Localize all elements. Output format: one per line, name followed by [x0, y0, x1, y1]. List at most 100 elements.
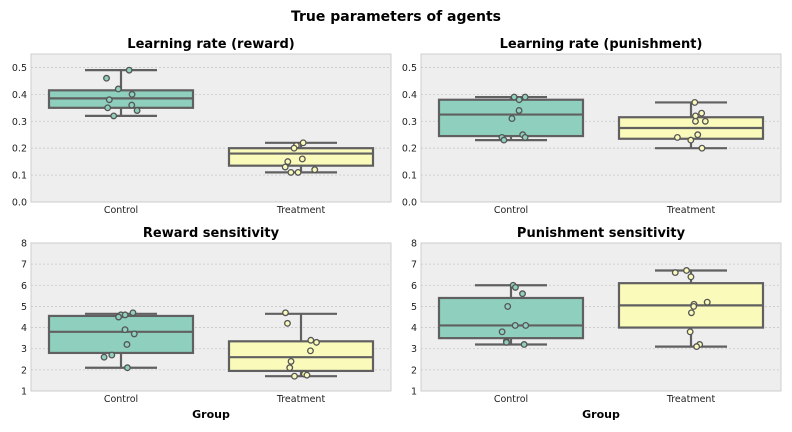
y-tick-label: 0.4 [12, 90, 27, 101]
data-point [306, 347, 314, 355]
data-point [121, 311, 129, 319]
y-tick-label: 5 [411, 302, 417, 313]
data-point [287, 357, 295, 365]
x-tick-label: Control [104, 205, 138, 216]
panel-title: Learning rate (reward) [127, 37, 294, 52]
y-tick-label: 7 [21, 260, 27, 271]
y-tick-label: 7 [411, 260, 417, 271]
box-treatment [617, 269, 765, 348]
data-point [103, 74, 110, 82]
y-tick-label: 3 [21, 344, 27, 355]
data-point [104, 104, 112, 112]
data-point [508, 115, 516, 123]
panel-3: 1 2 3 4 5 6 7 8 Reward sensitivity Control Treatme… [21, 226, 392, 421]
data-point [130, 330, 138, 338]
data-point [128, 90, 136, 98]
data-point [298, 155, 306, 163]
panel-2: 0.0 0.1 0.2 0.3 0.4 0.5 Learning rate (punishm… [402, 37, 782, 216]
y-tick-label: 0.4 [402, 90, 417, 101]
x-axis-label: Group [582, 408, 620, 421]
x-tick-label: Control [494, 394, 528, 405]
data-point [284, 158, 292, 166]
data-point [694, 131, 702, 139]
data-point [690, 302, 698, 310]
y-tick-label: 0.3 [402, 117, 417, 128]
data-point [110, 112, 118, 120]
data-point [282, 309, 289, 317]
x-tick-label: Treatment [666, 394, 716, 405]
y-tick-label: 2 [411, 365, 417, 376]
data-point [683, 267, 690, 274]
y-tick-label: 0.2 [12, 144, 27, 155]
data-point [520, 341, 528, 348]
data-point [515, 107, 523, 114]
y-tick-label: 8 [411, 239, 417, 250]
y-tick-label: 6 [411, 281, 417, 292]
data-point [100, 353, 108, 361]
data-point [299, 139, 307, 147]
data-point [692, 117, 699, 125]
data-point [281, 163, 289, 171]
y-tick-label: 0.1 [12, 171, 27, 182]
y-tick-label: 0.1 [402, 171, 417, 182]
data-point [123, 364, 131, 372]
data-point [515, 96, 523, 104]
panel-title: Reward sensitivity [143, 226, 280, 241]
y-tick-label: 0.0 [402, 198, 417, 209]
panel-title: Learning rate (punishment) [500, 37, 703, 52]
x-tick-label: Treatment [666, 205, 716, 216]
data-point [105, 96, 113, 104]
data-point [691, 98, 699, 106]
x-tick-label: Control [104, 394, 138, 405]
x-tick-label: Control [494, 205, 528, 216]
data-point [521, 133, 529, 141]
data-point [303, 371, 311, 379]
panel-4: 1 2 3 4 5 6 7 8 Punishment sensitivity Control Tre… [411, 226, 782, 421]
data-point [510, 93, 518, 101]
data-point [522, 322, 530, 329]
data-point [673, 133, 681, 141]
x-axis-label: Group [192, 408, 230, 421]
y-tick-label: 1 [411, 387, 417, 398]
data-point [703, 298, 711, 306]
y-tick-label: 0.5 [402, 63, 417, 74]
data-point [511, 322, 519, 329]
plot-area [30, 53, 392, 203]
data-point [307, 336, 315, 344]
data-point [123, 341, 131, 348]
figure-title: True parameters of agents [291, 9, 501, 25]
y-tick-label: 1 [21, 387, 27, 398]
data-point [291, 372, 298, 380]
data-point [284, 319, 291, 327]
data-point [311, 166, 319, 174]
box-control [437, 284, 585, 346]
data-point [504, 302, 512, 310]
data-point [125, 66, 133, 74]
data-point [511, 283, 519, 291]
box-control [47, 312, 195, 369]
x-tick-label: Treatment [276, 394, 326, 405]
y-tick-label: 8 [21, 239, 27, 250]
data-point [687, 309, 695, 317]
panel-1: 0.0 0.1 0.2 0.3 0.4 0.5 Learning rate (reward)… [12, 37, 392, 216]
y-tick-label: 2 [21, 365, 27, 376]
data-point [502, 338, 510, 346]
data-point [294, 168, 302, 176]
data-point [687, 273, 695, 281]
y-tick-label: 6 [21, 281, 27, 292]
y-tick-label: 0.5 [12, 63, 27, 74]
data-point [290, 144, 298, 152]
data-point [129, 309, 137, 317]
box-treatment [617, 101, 765, 150]
x-tick-label: Treatment [276, 205, 326, 216]
y-tick-label: 0.0 [12, 198, 27, 209]
data-point [313, 338, 320, 346]
panel-title: Punishment sensitivity [517, 226, 686, 241]
data-point [108, 351, 116, 359]
data-point [128, 101, 136, 109]
data-point [498, 328, 506, 336]
data-point [693, 343, 701, 351]
data-point [121, 326, 129, 334]
iqr-box [47, 314, 195, 355]
data-point [114, 85, 122, 93]
